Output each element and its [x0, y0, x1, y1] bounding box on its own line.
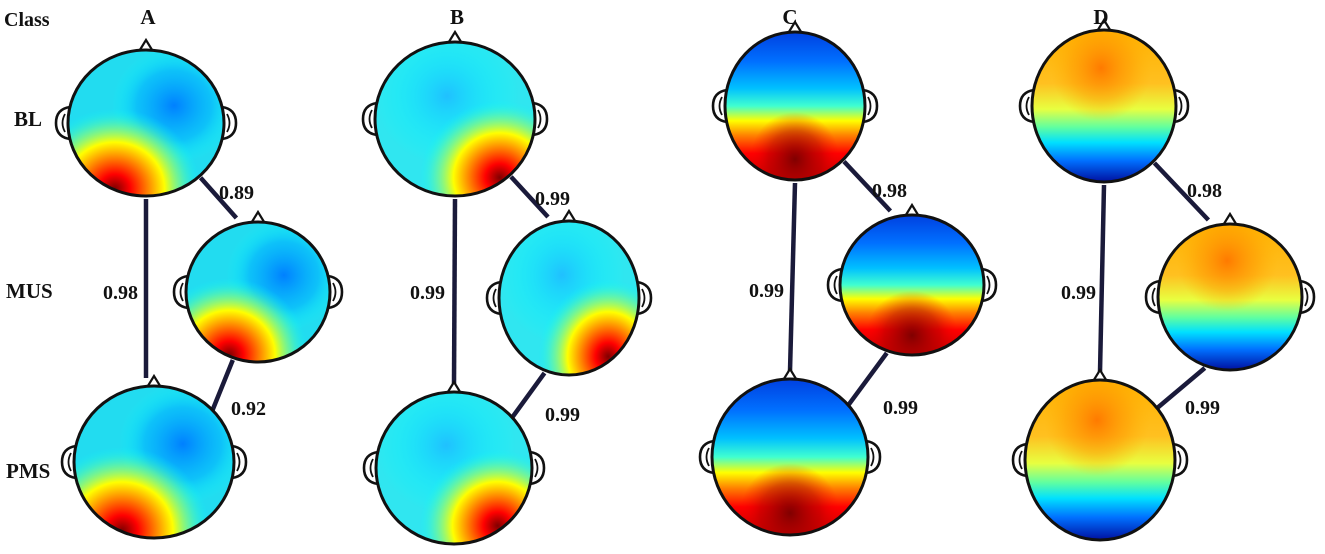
topomap-fill [68, 50, 224, 196]
left-ear-inner [492, 288, 497, 308]
topomap-fill [376, 392, 532, 544]
corr-a-bl-mus: 0.89 [219, 182, 254, 204]
head-outline [66, 48, 226, 198]
head-outline [723, 30, 867, 182]
connector-b-bl-pms [451, 198, 458, 385]
corr-d-mus-pms: 0.99 [1185, 397, 1220, 419]
topomap-c-pms [698, 366, 882, 537]
left-ear-inner [368, 109, 373, 129]
left-ear-inner [61, 113, 66, 133]
connector-d-bl-pms [1097, 184, 1107, 373]
right-ear-inner [537, 109, 542, 129]
topomap-fill [186, 222, 330, 362]
topomap-a-bl [54, 37, 238, 198]
head-outline [374, 390, 534, 546]
row-label-pms: PMS [6, 459, 50, 483]
head-outline [184, 220, 332, 364]
topomap-b-mus [485, 208, 653, 377]
connector-b-mus-pms [506, 371, 547, 424]
row-label-bl: BL [14, 107, 42, 131]
topomap-d-bl [1018, 17, 1190, 184]
connector-d-mus-pms [1151, 366, 1207, 414]
topomap-b-bl [361, 29, 549, 198]
topomap-b-pms [362, 379, 546, 546]
head-outline [1030, 28, 1178, 184]
topomap-fill [1025, 380, 1175, 540]
right-ear-inner [332, 282, 337, 302]
topomap-a-pms [60, 373, 248, 540]
right-ear-inner [1304, 287, 1309, 307]
connector-b-bl-mus [509, 175, 550, 219]
topomap-fill [74, 386, 234, 538]
right-ear-inner [986, 275, 991, 295]
topomap-a-mus [172, 209, 344, 364]
right-ear-inner [870, 447, 875, 467]
corr-b-mus-pms: 0.99 [545, 404, 580, 426]
connector-a-bl-mus [198, 176, 239, 220]
topomap-fill [375, 42, 535, 196]
head-outline [72, 384, 236, 540]
topomap-fill [840, 215, 984, 355]
column-label-b: B [450, 5, 464, 29]
column-label-a: A [140, 5, 156, 29]
class-header: Class [4, 9, 50, 31]
right-ear-inner [1177, 450, 1182, 470]
right-ear-inner [867, 96, 872, 116]
connector-a-mus-pms [207, 359, 235, 418]
row-label-mus: MUS [6, 279, 53, 303]
corr-b-bl-mus: 0.99 [535, 188, 570, 210]
left-ear-inner [1151, 287, 1156, 307]
corr-d-bl-pms: 0.99 [1061, 282, 1096, 304]
corr-c-bl-mus: 0.98 [872, 180, 907, 202]
left-ear-inner [369, 458, 374, 478]
connector-c-mus-pms [842, 351, 889, 412]
right-ear-inner [226, 113, 231, 133]
connector-d-bl-mus [1152, 161, 1211, 222]
topomap-c-mus [826, 202, 998, 357]
corr-c-mus-pms: 0.99 [883, 397, 918, 419]
left-ear-inner [179, 282, 184, 302]
head-outline [710, 377, 870, 537]
left-ear-inner [833, 275, 838, 295]
left-ear-inner [718, 96, 723, 116]
topomap-fill [499, 221, 639, 375]
column-label-c: C [782, 5, 797, 29]
corr-c-bl-pms: 0.99 [749, 280, 784, 302]
topomap-fill [1032, 30, 1176, 182]
right-ear-inner [641, 288, 646, 308]
left-ear-inner [705, 447, 710, 467]
left-ear-inner [1018, 450, 1023, 470]
head-outline [1156, 222, 1304, 372]
topomap-fill [712, 379, 868, 535]
right-ear-inner [534, 458, 539, 478]
left-ear-inner [67, 452, 72, 472]
head-outline [497, 219, 641, 377]
topomap-c-bl [711, 19, 879, 182]
left-ear-inner [1025, 96, 1030, 116]
topomap-d-mus [1144, 211, 1316, 372]
head-outline [373, 40, 537, 198]
corr-a-bl-pms: 0.98 [103, 282, 138, 304]
topomap-fill [725, 32, 865, 180]
right-ear-inner [236, 452, 241, 472]
topomap-fill [1158, 224, 1302, 370]
column-label-d: D [1093, 5, 1108, 29]
corr-a-mus-pms: 0.92 [231, 398, 266, 420]
head-outline [838, 213, 986, 357]
topomap-d-pms [1011, 367, 1189, 542]
head-outline [1023, 378, 1177, 542]
connector-c-bl-pms [787, 182, 798, 372]
corr-d-bl-mus: 0.98 [1187, 180, 1222, 202]
connector-c-bl-mus [842, 159, 893, 213]
corr-b-bl-pms: 0.99 [410, 282, 445, 304]
right-ear-inner [1178, 96, 1183, 116]
